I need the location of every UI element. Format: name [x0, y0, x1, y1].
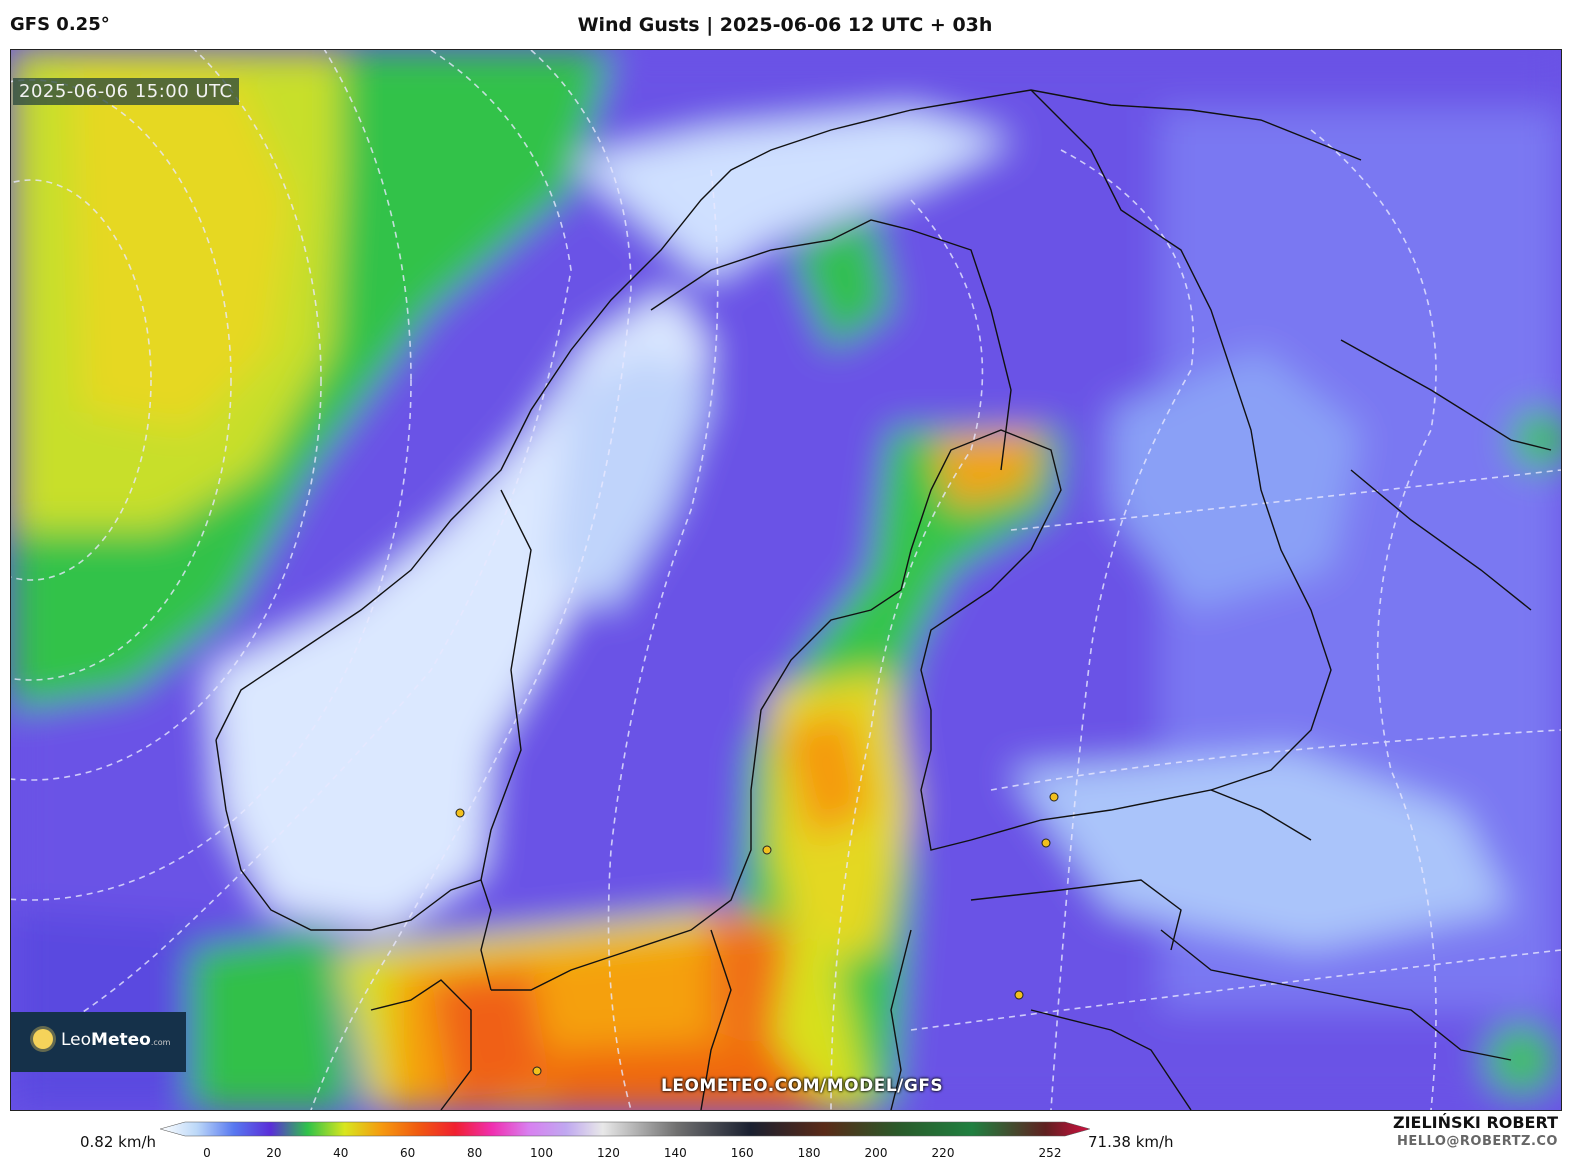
author-credit: ZIELIŃSKI ROBERT	[1392, 1113, 1558, 1132]
wind-field	[11, 50, 1561, 1110]
map-title: Wind Gusts | 2025-06-06 12 UTC + 03h	[577, 14, 993, 36]
leometeo-logo[interactable]: LeoMeteo.com	[11, 1012, 186, 1072]
isobars	[11, 50, 1561, 1110]
valid-time-badge: 2025-06-06 15:00 UTC	[13, 78, 239, 105]
colorbar-tick-120: 120	[597, 1146, 620, 1159]
colorbar-tick-220: 220	[932, 1146, 955, 1159]
colorbar-tick-100: 100	[530, 1146, 553, 1159]
city-markers	[455, 792, 1059, 1076]
colorbar-tick-0: 0	[203, 1146, 211, 1159]
colorbar: 0 20 40 60 80 100 120 140 160 180 200 220 252	[160, 1121, 1090, 1159]
colorbar-tick-252: 252	[1039, 1146, 1062, 1159]
map-canvas	[11, 50, 1561, 1110]
colorbar-tick-160: 160	[731, 1146, 754, 1159]
sun-icon	[33, 1029, 53, 1049]
colorbar-max-label: 71.38 km/h	[1088, 1133, 1174, 1151]
colorbar-tick-140: 140	[664, 1146, 687, 1159]
colorbar-tick-200: 200	[865, 1146, 888, 1159]
colorbar-tick-180: 180	[798, 1146, 821, 1159]
colorbar-tick-80: 80	[467, 1146, 482, 1159]
logo-text: LeoMeteo.com	[61, 1030, 171, 1050]
author-email: HELLO@ROBERTZ.CO	[1396, 1134, 1558, 1149]
colorbar-tick-60: 60	[400, 1146, 415, 1159]
colorbar-tick-20: 20	[266, 1146, 281, 1159]
wind-gust-map[interactable]: 2025-06-06 15:00 UTC LeoMeteo.com LEOMET…	[10, 49, 1562, 1111]
colorbar-tick-40: 40	[333, 1146, 348, 1159]
model-label: GFS 0.25°	[10, 14, 110, 35]
colorbar-min-label: 0.82 km/h	[80, 1133, 157, 1151]
watermark-url: LEOMETEO.COM/MODEL/GFS	[661, 1076, 944, 1096]
coastlines	[215, 89, 1552, 1110]
